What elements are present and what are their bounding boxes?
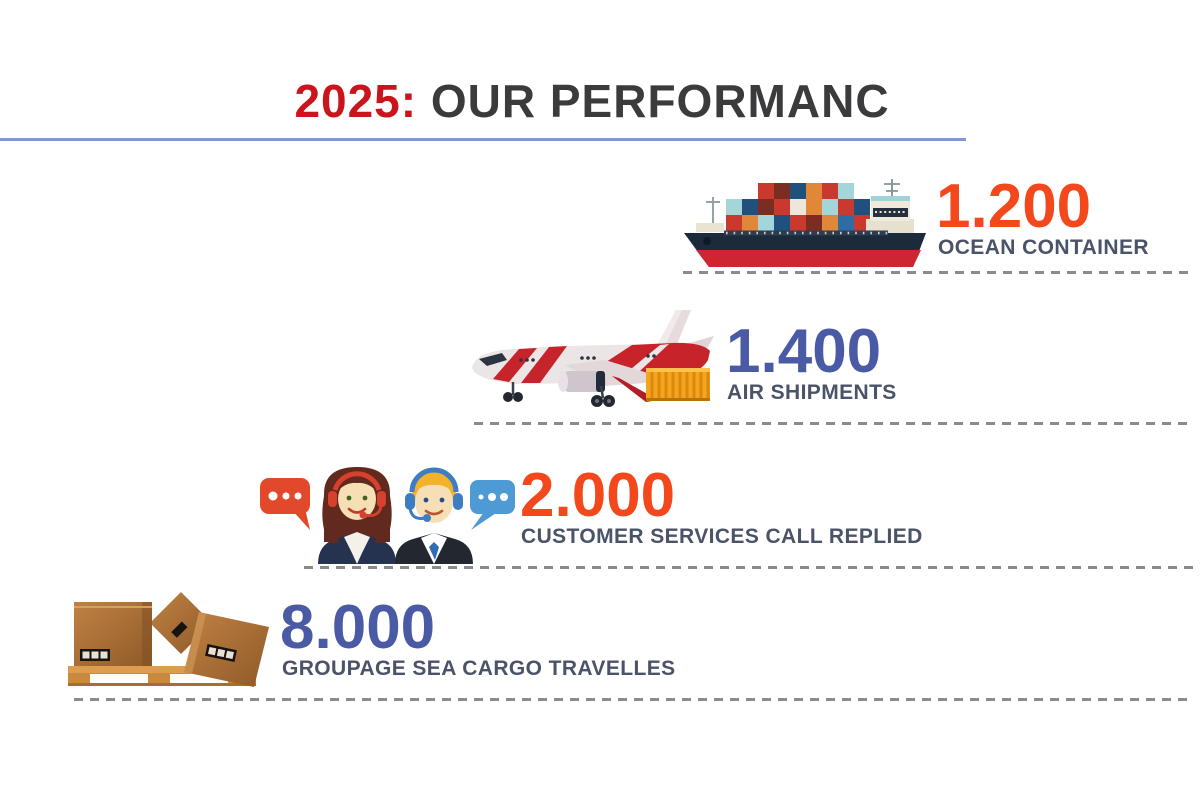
divider-dashed-line	[74, 698, 1194, 701]
cargo-ship-icon	[680, 171, 930, 271]
stat-label-air: AIR SHIPMENTS	[727, 381, 897, 404]
stat-label-ocean: OCEAN CONTAINER	[938, 236, 1149, 259]
divider-dashed-line	[304, 566, 1194, 569]
cargo-boxes-pallet-icon	[60, 590, 277, 688]
customer-support-agents-icon	[258, 452, 515, 564]
stat-value-groupage: 8.000	[280, 593, 436, 662]
stat-label-calls: CUSTOMER SERVICES CALL REPLIED	[521, 525, 923, 548]
divider-dashed-line	[474, 422, 1194, 425]
stat-label-groupage: GROUPAGE SEA CARGO TRAVELLES	[282, 657, 676, 680]
page-title: 2025: OUR PERFORMANC	[0, 78, 1192, 124]
divider-dashed-line	[683, 271, 1194, 274]
stat-value-calls: 2.000	[520, 461, 676, 530]
stat-value-air: 1.400	[726, 317, 882, 386]
title-underline	[0, 138, 966, 141]
title-rest: OUR PERFORMANC	[417, 75, 890, 127]
stat-value-ocean: 1.200	[936, 172, 1092, 241]
title-year: 2025:	[294, 75, 418, 127]
cargo-plane-icon	[462, 308, 714, 414]
